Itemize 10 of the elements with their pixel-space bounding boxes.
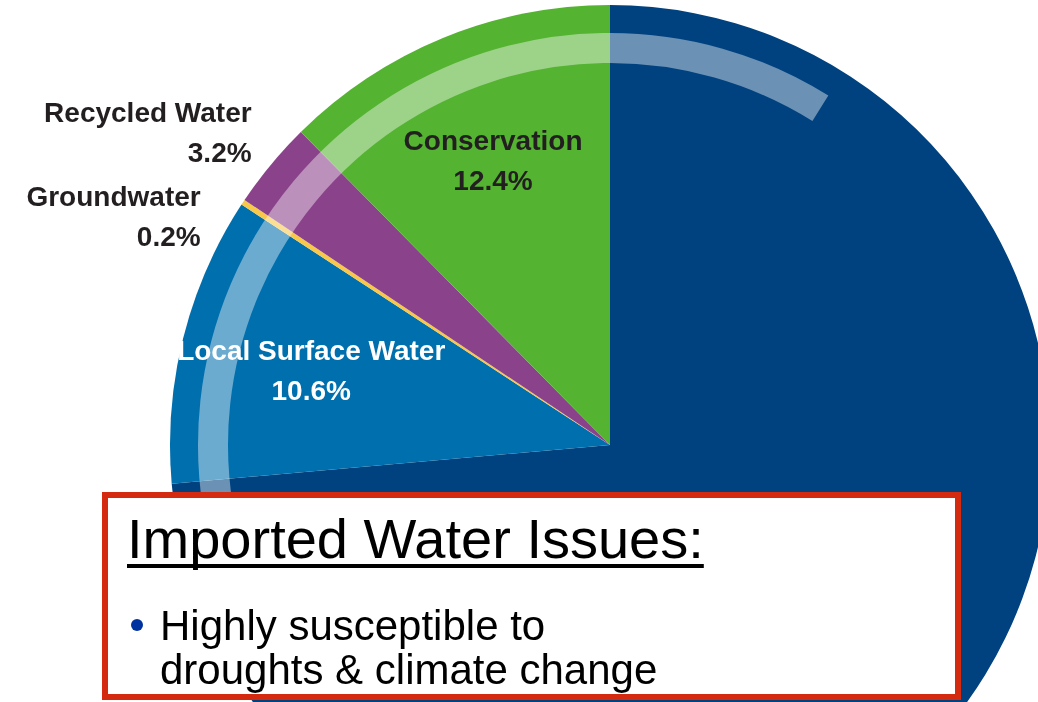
data-label: 12.4% — [453, 165, 533, 197]
slice-label: Recycled Water — [44, 97, 252, 129]
data-label: 3.2% — [187, 137, 252, 169]
data-label: 0.2% — [136, 221, 201, 253]
slice-label: Groundwater — [26, 181, 201, 213]
slice-label: Local Surface Water — [177, 335, 446, 367]
slice-label: Conservation — [403, 125, 583, 157]
text: Highly susceptible to droughts & climate change — [160, 602, 658, 693]
data-label: 10.6% — [271, 375, 351, 407]
text: Imported Water Issues: — [127, 507, 704, 570]
